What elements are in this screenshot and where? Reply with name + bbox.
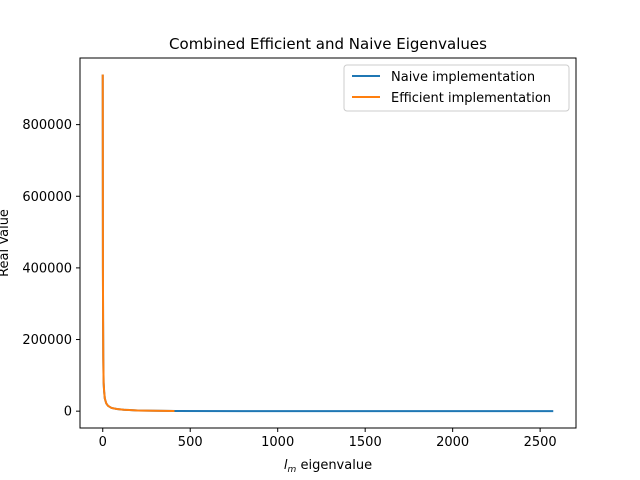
- series-line-efficient: [101, 74, 175, 412]
- y-tick-group: 0 200000 400000 600000 800000: [22, 118, 80, 420]
- y-tick-label: 0: [64, 405, 72, 420]
- legend-efficient-label: Efficient implementation: [391, 91, 551, 106]
- y-tick-label: 200000: [22, 333, 72, 348]
- legend: Naive implementation Efficient implement…: [343, 64, 570, 112]
- x-tick-group: 0 500 1000 1500 2000 2500: [99, 428, 557, 450]
- y-axis-label: Real Value: [0, 209, 12, 277]
- x-tick-label: 2500: [524, 435, 557, 450]
- series-layer: [101, 74, 554, 413]
- chart-title: Combined Efficient and Naive Eigenvalues: [169, 35, 487, 53]
- legend-naive-label: Naive implementation: [391, 70, 535, 85]
- x-tick-label: 1000: [261, 435, 294, 450]
- x-axis-label: lm eigenvalue: [284, 458, 372, 475]
- plot-area: 0 500 1000 1500 2000 2500 0 200000 400000 600000…: [22, 57, 577, 450]
- legend-box: [343, 64, 570, 112]
- axes-frame: [79, 57, 577, 429]
- y-tick-label: 800000: [22, 118, 72, 133]
- x-tick-label: 0: [99, 435, 107, 450]
- y-tick-label: 400000: [22, 261, 72, 276]
- x-tick-label: 1500: [349, 435, 382, 450]
- x-tick-label: 500: [178, 435, 203, 450]
- x-tick-label: 2000: [436, 435, 469, 450]
- y-tick-label: 600000: [22, 190, 72, 205]
